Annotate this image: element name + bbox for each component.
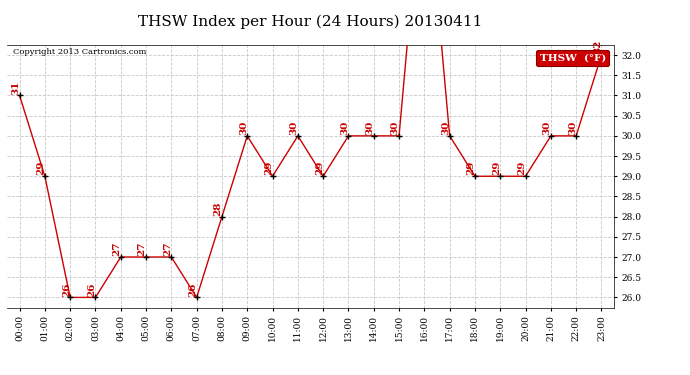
Text: 29: 29 <box>466 161 475 176</box>
Text: 30: 30 <box>239 121 248 135</box>
Legend: THSW  (°F): THSW (°F) <box>536 50 609 66</box>
Text: 26: 26 <box>62 282 71 297</box>
Text: 30: 30 <box>366 121 375 135</box>
Text: 26: 26 <box>87 282 96 297</box>
Text: 29: 29 <box>37 161 46 176</box>
Text: THSW Index per Hour (24 Hours) 20130411: THSW Index per Hour (24 Hours) 20130411 <box>138 15 483 29</box>
Text: 30: 30 <box>568 121 577 135</box>
Text: 29: 29 <box>518 161 526 176</box>
Text: 30: 30 <box>391 121 400 135</box>
Text: Copyright 2013 Cartronics.com: Copyright 2013 Cartronics.com <box>13 48 146 56</box>
Text: 26: 26 <box>188 282 197 297</box>
Text: 27: 27 <box>112 242 121 256</box>
Text: 31: 31 <box>11 80 20 95</box>
Text: 27: 27 <box>163 242 172 256</box>
Text: 29: 29 <box>264 161 273 176</box>
Text: 30: 30 <box>442 121 451 135</box>
Text: 29: 29 <box>315 161 324 176</box>
Text: 37: 37 <box>0 374 1 375</box>
Text: 30: 30 <box>542 121 551 135</box>
Text: 30: 30 <box>340 121 349 135</box>
Text: 27: 27 <box>138 242 147 256</box>
Text: 29: 29 <box>492 161 501 176</box>
Text: 32: 32 <box>593 40 602 54</box>
Text: 28: 28 <box>214 201 223 216</box>
Text: 30: 30 <box>290 121 299 135</box>
